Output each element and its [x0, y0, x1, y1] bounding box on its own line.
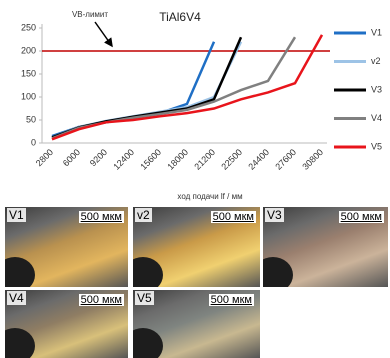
x-tick-label: 2800	[34, 147, 55, 168]
photo: V1 500 мкм	[5, 207, 128, 287]
legend-label: V4	[371, 113, 382, 123]
x-tick-label: 9200	[88, 147, 109, 168]
photo-label: V5	[135, 291, 154, 305]
y-tick-label: 200	[21, 45, 36, 55]
scale-label: 500 мкм	[78, 294, 124, 306]
scale-label: 500 мкм	[78, 211, 124, 223]
y-tick-label: 0	[31, 137, 36, 147]
limit-label: VB-лимит	[72, 10, 108, 19]
series-line	[51, 34, 324, 141]
chart: TiAl6V4 ход подачи lf / мм 0 50 100 150 200 2…	[21, 10, 382, 201]
photo: v2 500 мкм	[133, 207, 260, 287]
x-tick-label: 27600	[273, 147, 298, 172]
series-line	[51, 36, 243, 139]
photo-label: v2	[135, 208, 152, 222]
y-tick-label: 50	[26, 114, 36, 124]
chart-title: TiAl6V4	[159, 10, 201, 24]
x-tick-label: 6000	[61, 147, 82, 168]
x-tick-label: 18000	[165, 147, 190, 172]
x-tick-label: 22500	[219, 147, 244, 172]
tool-shape	[5, 328, 35, 358]
photo-label: V1	[7, 208, 26, 222]
legend-label: v2	[371, 56, 381, 66]
tool-shape	[263, 257, 293, 287]
tool-shape	[5, 257, 35, 287]
legend-label: V3	[371, 84, 382, 94]
legend-label: V1	[371, 27, 382, 37]
x-axis-label: ход подачи lf / мм	[177, 192, 242, 201]
photo-label: V4	[7, 291, 26, 305]
x-tick-label: 30800	[300, 147, 325, 172]
x-tick-label: 15600	[138, 147, 163, 172]
tool-shape	[133, 328, 163, 358]
legend-label: V5	[371, 141, 382, 151]
photo: V3 500 мкм	[263, 207, 388, 287]
series-line	[51, 36, 297, 140]
tool-shape	[133, 257, 163, 287]
x-tick-label: 21200	[192, 147, 217, 172]
series-line	[51, 41, 243, 139]
photo: V4 500 мкм	[5, 290, 128, 358]
annotation-arrow	[94, 21, 113, 48]
x-tick-label: 12400	[111, 147, 136, 172]
scale-label: 500 мкм	[338, 211, 384, 223]
x-tick-label: 24400	[246, 147, 271, 172]
photo: V5 500 мкм	[133, 290, 260, 358]
y-tick-label: 250	[21, 22, 36, 32]
photo-label: V3	[265, 208, 284, 222]
series-line	[51, 41, 216, 138]
y-tick-label: 100	[21, 91, 36, 101]
scale-label: 500 мкм	[210, 211, 256, 223]
y-tick-label: 150	[21, 68, 36, 78]
scale-label: 500 мкм	[208, 294, 254, 306]
